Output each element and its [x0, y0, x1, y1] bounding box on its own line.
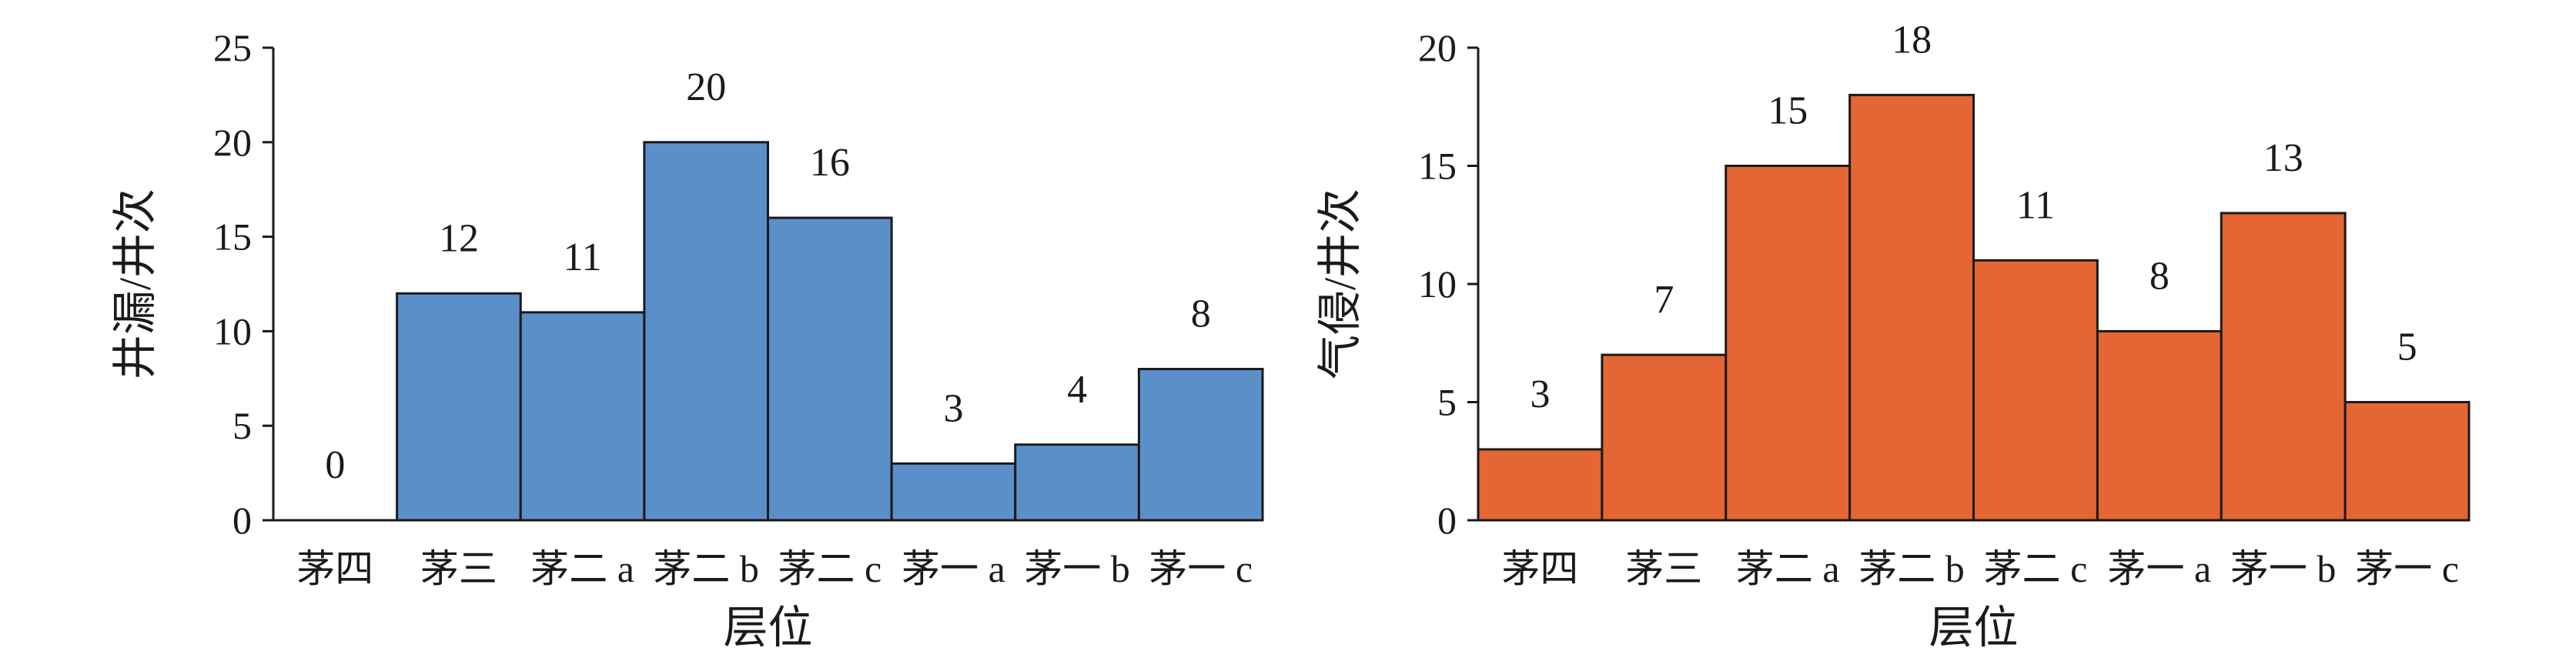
data-label-2: 7 [1654, 278, 1674, 322]
bar-1 [1477, 448, 1604, 522]
x-tick-label-3: 茅二 a [1736, 547, 1840, 590]
x-tick-label-5: 茅二 c [778, 547, 882, 590]
x-tick-label-1: 茅四 [296, 547, 373, 590]
chart-2: 3 7 15 18 11 8 13 5 0 5 10 15 20 茅四 茅三 茅二 a 茅二 b 茅二 c 茅一 a… [1315, 18, 2471, 653]
y-tick-label: 20 [1418, 26, 1457, 69]
bar-2 [1601, 353, 1728, 522]
data-label-1: 3 [1530, 372, 1550, 416]
x-tick-label-4: 茅二 b [1858, 547, 1965, 590]
data-label-7: 4 [1067, 368, 1087, 412]
bar-7 [1014, 443, 1140, 522]
y-tick-label: 0 [233, 499, 252, 542]
data-label-8: 5 [2397, 326, 2417, 369]
x-axis-title: 层位 [723, 603, 812, 653]
x-tick-label-2: 茅三 [1625, 547, 1702, 590]
x-tick-label-2: 茅三 [420, 547, 497, 590]
bar-5 [1972, 259, 2099, 522]
bar-2 [396, 292, 522, 522]
data-label-1: 0 [325, 443, 345, 487]
y-tick-label: 10 [1418, 262, 1457, 306]
y-tick-label: 10 [213, 309, 252, 352]
x-tick-label-6: 茅一 a [902, 547, 1005, 590]
bar-4 [1848, 93, 1975, 522]
x-axis-title: 层位 [1929, 603, 2018, 653]
bar-4 [643, 141, 769, 522]
y-axis-title: 井漏/井次 [110, 189, 160, 379]
x-tick-label-3: 茅二 a [530, 547, 634, 590]
x-tick-label-6: 茅一 a [2107, 547, 2211, 590]
data-label-3: 15 [1768, 89, 1808, 133]
bar-3 [1725, 165, 1852, 522]
y-tick-label: 15 [213, 215, 252, 259]
data-label-6: 3 [943, 386, 963, 430]
y-tick-label: 5 [1437, 381, 1457, 424]
bar-7 [2220, 212, 2347, 522]
y-tick-label: 0 [1437, 499, 1457, 542]
y-tick-label: 15 [1418, 145, 1457, 188]
bar-8 [1137, 368, 1264, 522]
y-tick-label: 25 [213, 26, 252, 69]
x-tick-label-8: 茅一 c [1149, 547, 1253, 590]
data-label-6: 8 [2149, 254, 2170, 298]
x-tick-label-7: 茅一 b [2230, 547, 2337, 590]
y-tick-label: 5 [233, 404, 252, 447]
bar-6 [2096, 329, 2223, 522]
chart-1: 0 12 11 20 16 3 4 8 0 5 10 15 20 25 茅四 茅三 茅二 a 茅二 b 茅二 c 茅一… [110, 26, 1264, 653]
data-label-5: 16 [810, 141, 850, 185]
data-label-5: 11 [2016, 183, 2055, 227]
data-label-8: 8 [1191, 292, 1211, 336]
x-tick-label-4: 茅二 b [653, 547, 759, 590]
data-label-4: 20 [686, 65, 726, 109]
y-tick-label: 20 [213, 121, 252, 164]
x-tick-label-8: 茅一 c [2355, 547, 2459, 590]
y-axis-title: 气侵/井次 [1315, 189, 1365, 379]
x-tick-label-1: 茅四 [1501, 547, 1578, 590]
x-tick-label-5: 茅二 c [1984, 547, 2088, 590]
bar-5 [767, 216, 893, 522]
x-tick-label-7: 茅一 b [1024, 547, 1130, 590]
data-label-3: 11 [564, 235, 602, 279]
data-label-7: 13 [2263, 136, 2303, 180]
data-label-2: 12 [439, 216, 479, 260]
bar-8 [2343, 401, 2471, 522]
bar-6 [890, 462, 1017, 522]
data-label-4: 18 [1892, 18, 1932, 62]
bar-3 [519, 311, 646, 522]
